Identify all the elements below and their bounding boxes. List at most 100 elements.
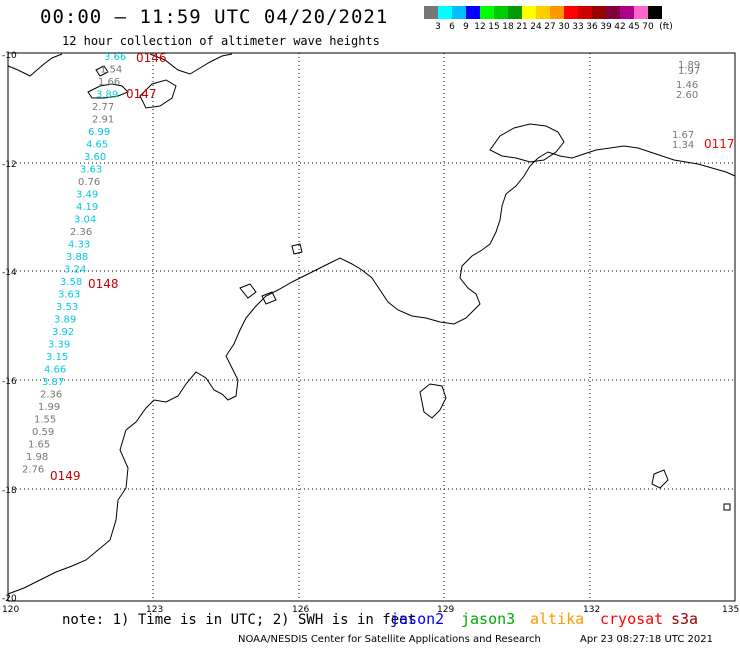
map-title: 00:00 – 11:59 UTC 04/20/2021 [40, 6, 389, 28]
scale-label: 9 [463, 22, 469, 32]
y-axis-label: -12 [2, 160, 17, 170]
credit-line: NOAA/NESDIS Center for Satellite Applica… [238, 634, 541, 645]
scale-swatch [480, 6, 494, 19]
east-track-values: 1.891.97 1.462.60 1.671.34 [672, 60, 700, 151]
wave-height-color-scale [424, 6, 662, 19]
scale-swatch [452, 6, 466, 19]
x-axis-label: 123 [146, 605, 163, 615]
track-value: 3.87 [42, 377, 64, 388]
scale-label: 15 [488, 22, 500, 32]
track-value: 3.60 [84, 152, 106, 163]
y-axis-label: -14 [2, 268, 17, 278]
track-value: 3.63 [58, 290, 80, 301]
scale-swatch [550, 6, 564, 19]
track-value: 3.39 [48, 340, 70, 351]
track-value: 3.66 [104, 52, 126, 63]
scale-label: (ft) [659, 22, 673, 32]
track-value: 3.89 [54, 315, 76, 326]
scale-label: 24 [530, 22, 542, 32]
x-axis-label: 126 [292, 605, 309, 615]
scale-swatch [508, 6, 522, 19]
track-value: 3.63 [80, 165, 102, 176]
track-value: 2.77 [92, 102, 114, 113]
generated-timestamp: Apr 23 08:27:18 UTC 2021 [580, 634, 713, 645]
scale-label: 36 [586, 22, 598, 32]
satellite-s3a: s3a [671, 610, 699, 628]
footer-note: note: 1) Time is in UTC; 2) SWH is in fe… [62, 612, 417, 628]
scale-swatch [424, 6, 438, 19]
scale-label: 18 [502, 22, 514, 32]
track-value: 3.88 [66, 252, 88, 263]
track-value: 1.54 [100, 65, 122, 76]
map-subtitle: 12 hour collection of altimeter wave hei… [62, 34, 380, 48]
track-value: 4.65 [86, 140, 108, 151]
x-axis-label: 132 [583, 605, 600, 615]
scale-label: 6 [449, 22, 455, 32]
scale-swatch [648, 6, 662, 19]
scale-label: 39 [600, 22, 612, 32]
satellite-cryosat: cryosat [600, 610, 664, 628]
track-value: 3.24 [64, 265, 86, 276]
x-axis-label: 135 [722, 605, 739, 615]
track-value: 2.36 [40, 390, 62, 401]
track-value: 3.49 [76, 190, 98, 201]
altimeter-track-values: 3.661.541.663.892.772.916.994.653.603.63… [22, 52, 126, 476]
scale-swatch [466, 6, 480, 19]
pass-id-label: 0146 [136, 51, 167, 65]
scale-swatch [620, 6, 634, 19]
track-value: 1.66 [98, 77, 120, 88]
y-axis-label: -18 [2, 486, 17, 496]
scale-label: 21 [516, 22, 528, 32]
track-value: 2.76 [22, 465, 44, 476]
y-axis-label: -20 [2, 594, 17, 604]
track-value: 1.46 [676, 80, 698, 91]
satellite-jason3: jason3 [461, 610, 516, 628]
satellite-altika: altika [530, 610, 585, 628]
track-value: 3.15 [46, 352, 68, 363]
y-axis-label: -16 [2, 377, 17, 387]
scale-label: 42 [614, 22, 626, 32]
track-value: 3.04 [74, 215, 96, 226]
scale-label: 3 [435, 22, 441, 32]
scale-swatch [564, 6, 578, 19]
track-value: 0.76 [78, 177, 100, 188]
pass-id-label: 0147 [126, 87, 157, 101]
track-value: 3.89 [96, 90, 118, 101]
track-value: 3.58 [60, 277, 82, 288]
track-value: 4.33 [68, 240, 90, 251]
track-value: 2.36 [70, 227, 92, 238]
scale-swatch [494, 6, 508, 19]
track-value: 1.34 [672, 140, 694, 151]
track-value: 1.55 [34, 415, 56, 426]
scale-swatch [578, 6, 592, 19]
track-value: 3.53 [56, 302, 78, 313]
graticule [8, 53, 735, 601]
scale-label: 27 [544, 22, 556, 32]
map-frame [7, 52, 736, 602]
track-value: 0.59 [32, 427, 54, 438]
pass-id-label: 0148 [88, 277, 119, 291]
track-value: 1.97 [678, 66, 700, 77]
scale-label: 45 [628, 22, 640, 32]
scale-swatch [438, 6, 452, 19]
scale-swatch [592, 6, 606, 19]
track-value: 1.67 [672, 130, 694, 141]
scale-swatch [606, 6, 620, 19]
track-value: 1.89 [678, 60, 700, 71]
scale-label: 33 [572, 22, 584, 32]
track-value: 1.65 [28, 440, 50, 451]
scale-label: 70 [642, 22, 654, 32]
track-value: 2.91 [92, 115, 114, 126]
scale-swatch [522, 6, 536, 19]
x-axis-label: 120 [2, 605, 19, 615]
scale-swatch [536, 6, 550, 19]
pass-id-label: 0149 [50, 469, 81, 483]
coastline [7, 53, 736, 595]
pass-id-label: 0117 [704, 137, 735, 151]
track-value: 1.99 [38, 402, 60, 413]
track-value: 3.92 [52, 327, 74, 338]
x-axis-label: 129 [437, 605, 454, 615]
track-value: 6.99 [88, 127, 110, 138]
track-value: 4.66 [44, 365, 66, 376]
